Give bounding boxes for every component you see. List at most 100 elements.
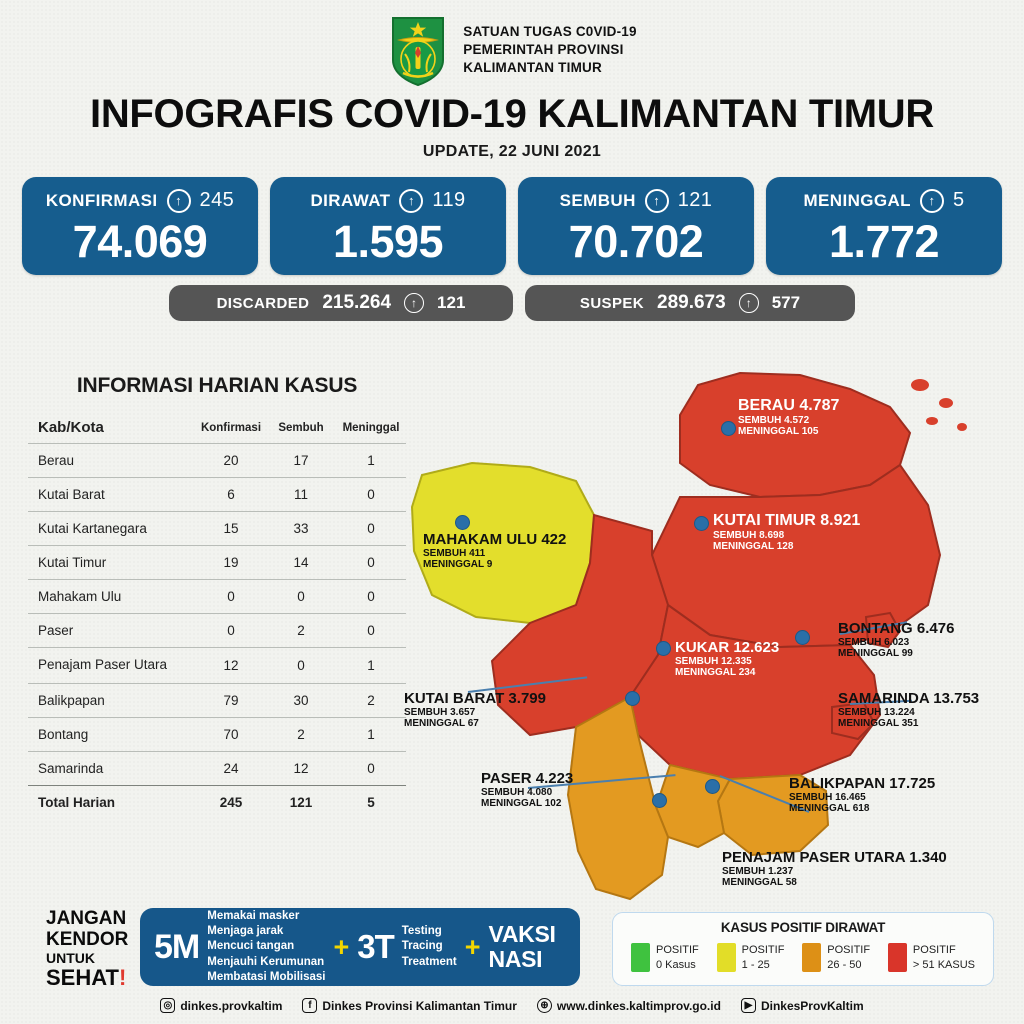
stat-bar-discarded: DISCARDED 215.264 ↑ 121 xyxy=(169,285,513,321)
legend-line1: POSITIF xyxy=(656,944,699,957)
row-meninggal: 2 xyxy=(336,682,406,718)
map-label-sembuh: SEMBUH 3.657 xyxy=(404,707,476,718)
row-name: Penajam Paser Utara xyxy=(28,647,196,684)
total-meninggal: 5 xyxy=(336,784,406,819)
map-label-meninggal: MENINGGAL 58 xyxy=(722,877,797,888)
row-konfirmasi: 20 xyxy=(196,443,266,478)
social-website[interactable]: ⊕ www.dinkes.kaltimprov.go.id xyxy=(536,998,721,1013)
map-label-paser: PASER 4.223 SEMBUH 4.080 MENINGGAL 102 xyxy=(481,770,573,809)
stat-bar-suspek: SUSPEK 289.673 ↑ 577 xyxy=(525,285,855,321)
org-line-1: SATUAN TUGAS C0VID-19 xyxy=(463,24,637,40)
stat-label: MENINGGAL xyxy=(803,190,911,210)
row-sembuh: 30 xyxy=(266,682,336,718)
legend-line2: 26 - 50 xyxy=(827,958,862,971)
map-label-meninggal: MENINGGAL 9 xyxy=(423,559,493,570)
protocol-3t-item: Testing xyxy=(401,925,442,938)
table-title: INFORMASI HARIAN KASUS xyxy=(76,374,358,397)
table-row: Samarinda 24 12 0 xyxy=(28,750,406,786)
page-title: INFOGRAFIS COVID-19 KALIMANTAN TIMUR xyxy=(90,92,934,136)
map-label-meninggal: MENINGGAL 105 xyxy=(738,426,819,437)
protocol-vaksinasi: VAKSI NASI xyxy=(489,922,556,972)
up-arrow-icon: ↑ xyxy=(644,188,669,213)
map-dot-mahakam-ulu xyxy=(455,515,470,530)
stat-card-dirawat: DIRAWAT ↑ 119 1.595 xyxy=(270,177,506,275)
row-konfirmasi: 15 xyxy=(196,511,266,546)
legend-item-red: POSITIF > 51 KASUS xyxy=(887,943,975,972)
row-name: Balikpapan xyxy=(28,682,196,718)
stat-delta: 121 xyxy=(437,293,466,312)
table-row: Berau 20 17 1 xyxy=(28,443,406,478)
map-dot-paser xyxy=(652,793,667,808)
stat-label: KONFIRMASI xyxy=(45,190,158,210)
map-region-bontang xyxy=(864,611,902,649)
legend-items: POSITIF 0 Kasus POSITIF 1 - 25 POSITIF 2… xyxy=(625,943,981,972)
map-region-paser xyxy=(566,695,670,901)
stat-delta: 245 xyxy=(199,189,235,211)
map-label-title: KUKAR 12.623 xyxy=(675,639,780,656)
social-instagram[interactable]: ◎ dinkes.provkaltim xyxy=(160,998,282,1013)
up-arrow-icon: ↑ xyxy=(399,188,424,213)
social-facebook[interactable]: f Dinkes Provinsi Kalimantan Timur xyxy=(302,998,517,1013)
map-label-meninggal: MENINGGAL 67 xyxy=(404,718,479,729)
slogan-sehat: SEHAT xyxy=(46,965,119,991)
map-label-sembuh: SEMBUH 1.237 xyxy=(722,866,794,877)
slogan-block: JANGAN KENDOR UNTUK SEHAT! xyxy=(46,908,151,991)
row-sembuh: 17 xyxy=(266,443,336,478)
map-label-bontang: BONTANG 6.476 SEMBUH 6.023 MENINGGAL 99 xyxy=(838,620,954,659)
legend-line1: POSITIF xyxy=(912,944,956,957)
slogan-line-2: KENDOR xyxy=(46,929,129,951)
protocol-5m-item: Mencuci tangan xyxy=(207,940,295,953)
protocol-5m-item: Memakai masker xyxy=(207,909,300,922)
map-label-title: SAMARINDA 13.753 xyxy=(838,690,980,707)
row-meninggal: 1 xyxy=(336,716,406,752)
stat-card-meninggal: MENINGGAL ↑ 5 1.772 xyxy=(766,177,1002,275)
legend-title: KASUS POSITIF DIRAWAT xyxy=(720,920,886,935)
legend-swatch xyxy=(716,943,736,972)
row-meninggal: 0 xyxy=(336,511,406,546)
legend-line2: 1 - 25 xyxy=(741,958,770,971)
map-label-title: KUTAI TIMUR 8.921 xyxy=(713,512,861,529)
map-dot-berau xyxy=(721,421,736,436)
org-line-2: PEMERINTAH PROVINSI xyxy=(463,42,624,58)
stat-card-row: KONFIRMASI ↑ 245 74.069 DIRAWAT ↑ 119 1.… xyxy=(0,177,1024,275)
row-meninggal: 0 xyxy=(336,545,406,580)
social-footer: ◎ dinkes.provkaltim f Dinkes Provinsi Ka… xyxy=(0,998,1024,1013)
legend-label: POSITIF 26 - 50 xyxy=(827,943,870,971)
up-arrow-icon: ↑ xyxy=(919,188,944,213)
stat-delta: 5 xyxy=(952,189,965,211)
table-row: Kutai Kartanegara 15 33 0 xyxy=(28,511,406,546)
total-konfirmasi: 245 xyxy=(196,784,266,819)
stat-value: 215.264 xyxy=(322,292,392,313)
social-handle: www.dinkes.kaltimprov.go.id xyxy=(556,998,721,1013)
stat-card-header: MENINGGAL ↑ 5 xyxy=(803,188,965,213)
secondary-stat-row: DISCARDED 215.264 ↑ 121 SUSPEK 289.673 ↑… xyxy=(0,285,1024,321)
row-name: Paser xyxy=(28,613,196,648)
legend-item-yellow: POSITIF 1 - 25 xyxy=(716,943,784,972)
protocol-3t-tag: 3T xyxy=(357,928,395,965)
map-island xyxy=(939,398,953,408)
map-label-sembuh: SEMBUH 4.080 xyxy=(481,787,553,798)
map-label-penajam-paser-utara: PENAJAM PASER UTARA 1.340 SEMBUH 1.237 M… xyxy=(722,849,947,888)
protocol-5m-item: Menjaga jarak xyxy=(207,925,284,938)
row-meninggal: 0 xyxy=(336,477,406,512)
table-header-row: Kab/Kota Konfirmasi Sembuh Meninggal xyxy=(28,410,406,444)
org-name: SATUAN TUGAS C0VID-19 PEMERINTAH PROVINS… xyxy=(463,23,636,76)
row-sembuh: 2 xyxy=(266,613,336,648)
protocol-5m-item: Menjauhi Kerumunan xyxy=(207,955,325,968)
social-handle: DinkesProvKaltim xyxy=(760,998,864,1013)
table-row: Penajam Paser Utara 12 0 1 xyxy=(28,647,406,684)
row-sembuh: 12 xyxy=(266,750,336,786)
social-handle: dinkes.provkaltim xyxy=(180,998,283,1013)
protocol-3t-item: Tracing xyxy=(401,940,443,953)
map-label-sembuh: SEMBUH 12.335 xyxy=(675,656,752,667)
legend-label: POSITIF > 51 KASUS xyxy=(913,943,975,971)
slogan-exclamation: ! xyxy=(118,965,127,991)
legend-swatch xyxy=(802,943,822,972)
row-meninggal: 0 xyxy=(336,613,406,648)
map-label-kutai-barat: KUTAI BARAT 3.799 SEMBUH 3.657 MENINGGAL… xyxy=(404,690,546,729)
social-youtube[interactable]: ▶ DinkesProvKaltim xyxy=(740,998,864,1013)
map-dot-kutai-timur xyxy=(694,516,709,531)
provincial-crest-icon xyxy=(387,14,449,86)
map-region-kukar xyxy=(628,603,882,781)
legend-line2: 0 Kasus xyxy=(656,958,696,971)
